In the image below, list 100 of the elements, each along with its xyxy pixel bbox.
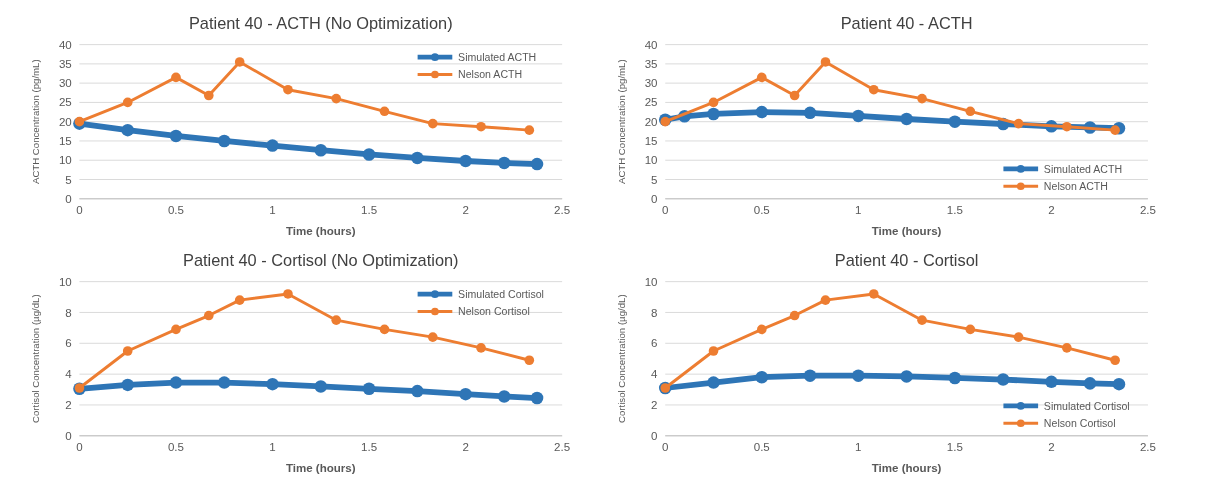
y-tick-label: 2 [651, 399, 658, 411]
legend-label: Simulated Cortisol [1043, 399, 1130, 412]
y-tick-label: 20 [58, 115, 72, 128]
point [948, 371, 962, 385]
point [379, 324, 390, 335]
point [1045, 375, 1058, 389]
point [234, 295, 245, 305]
point [755, 370, 769, 384]
x-tick-label: 2.5 [1139, 441, 1156, 454]
legend-label: Nelson Cortisol [458, 305, 530, 318]
y-tick-label: 25 [644, 96, 658, 109]
point [1110, 355, 1120, 366]
legend-label: Nelson ACTH [1043, 179, 1108, 192]
point [476, 343, 486, 353]
point [965, 324, 976, 335]
y-tick-label: 0 [651, 192, 658, 205]
x-tick-label: 1 [855, 204, 862, 217]
point [171, 72, 181, 83]
x-tick-label: 2 [462, 204, 469, 217]
point [362, 148, 376, 161]
point [756, 72, 767, 83]
point [217, 134, 231, 148]
x-tick-label: 0.5 [753, 204, 770, 217]
point [314, 380, 328, 393]
y-tick-label: 40 [644, 38, 658, 51]
point [427, 332, 438, 342]
point [755, 105, 769, 119]
point [900, 112, 913, 126]
point [411, 151, 424, 165]
point [217, 376, 231, 389]
point [121, 123, 134, 137]
point [756, 324, 767, 335]
chart-title: Patient 40 - Cortisol (No Optimization) [183, 251, 459, 270]
y-tick-label: 30 [58, 77, 72, 90]
y-tick-label: 10 [644, 275, 658, 288]
y-tick-label: 15 [58, 135, 72, 148]
point [1083, 377, 1097, 390]
point [497, 156, 511, 170]
point [427, 118, 438, 129]
y-tick-label: 15 [644, 135, 658, 148]
point [1110, 125, 1120, 135]
y-tick-label: 10 [644, 154, 658, 167]
x-axis-title: Time (hours) [285, 462, 356, 475]
y-tick-label: 2 [65, 399, 72, 411]
x-tick-label: 0 [76, 441, 83, 454]
point [379, 106, 390, 117]
legend-label: Nelson Cortisol [1043, 416, 1116, 429]
point [1062, 121, 1072, 132]
y-tick-label: 6 [651, 337, 658, 350]
point [203, 90, 214, 101]
point [459, 154, 472, 168]
y-tick-label: 4 [651, 368, 659, 381]
point [459, 387, 472, 401]
point [266, 139, 279, 152]
x-tick-label: 0.5 [167, 441, 185, 454]
point [314, 143, 328, 157]
point [1013, 332, 1024, 342]
point [820, 57, 831, 67]
y-axis-title: ACTH Concentration (pg/mL) [615, 59, 627, 185]
point [789, 310, 800, 321]
point [530, 157, 544, 171]
point [1062, 343, 1072, 353]
legend-label: Simulated ACTH [458, 50, 537, 63]
point [331, 93, 342, 104]
point [965, 106, 976, 117]
x-tick-label: 1.5 [361, 441, 378, 454]
point [948, 115, 962, 128]
point [707, 107, 720, 121]
x-tick-label: 0 [662, 204, 669, 217]
y-tick-label: 40 [58, 38, 72, 51]
y-axis-title: Cortisol Concentration (µg/dL) [29, 294, 41, 424]
y-tick-label: 5 [651, 173, 658, 186]
x-tick-label: 2 [1048, 204, 1055, 217]
x-tick-label: 2 [1048, 441, 1055, 454]
point [171, 324, 181, 335]
legend-label: Nelson ACTH [458, 68, 523, 81]
point [917, 93, 927, 104]
point [789, 90, 800, 101]
x-axis-title: Time (hours) [285, 225, 356, 238]
x-axis-title: Time (hours) [871, 462, 942, 475]
y-tick-label: 8 [651, 306, 658, 319]
y-tick-label: 35 [644, 57, 658, 70]
point [868, 84, 879, 95]
x-tick-label: 1 [269, 204, 276, 217]
x-tick-label: 1 [855, 441, 862, 454]
chart-title: Patient 40 - ACTH (No Optimization) [188, 14, 453, 33]
x-tick-label: 1 [269, 441, 276, 454]
x-tick-label: 2 [462, 441, 469, 454]
x-tick-label: 0.5 [753, 441, 770, 454]
point [917, 315, 927, 325]
y-tick-label: 35 [58, 57, 72, 70]
legend-label: Simulated Cortisol [458, 287, 544, 300]
point [234, 57, 245, 67]
point [868, 289, 879, 299]
point [362, 382, 376, 396]
y-axis-title: ACTH Concentration (pg/mL) [29, 59, 41, 185]
x-tick-label: 2.5 [1139, 204, 1156, 217]
y-tick-label: 5 [65, 173, 72, 186]
y-tick-label: 0 [65, 192, 72, 205]
x-axis-title: Time (hours) [871, 225, 942, 238]
